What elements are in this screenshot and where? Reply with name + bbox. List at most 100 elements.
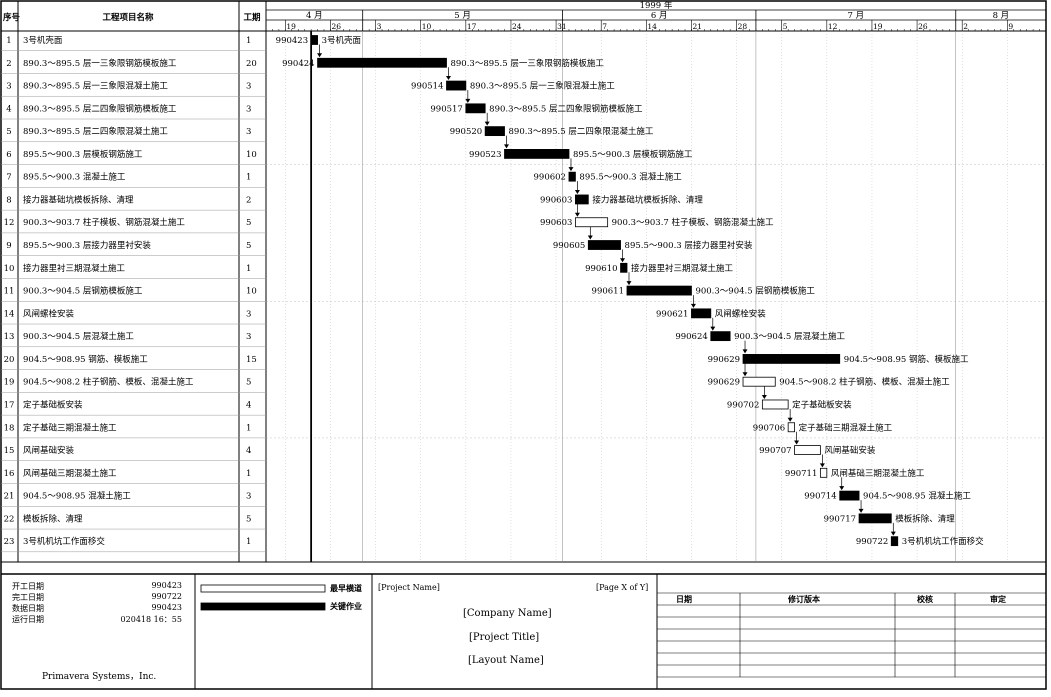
week-tick-label-4: 17 xyxy=(467,22,477,31)
footer-data-date: 数据日期 990423 xyxy=(12,603,182,614)
critical-bar xyxy=(317,57,447,68)
bar-start-label: 990717 xyxy=(824,514,856,524)
week-tick-label-8: 14 xyxy=(647,22,657,31)
bar-start-label: 990624 xyxy=(675,332,707,342)
year-label: 1999 年 xyxy=(640,0,673,11)
bar-start-label: 990517 xyxy=(430,104,462,114)
dependency-arrow xyxy=(710,326,716,331)
critical-bar xyxy=(620,262,628,273)
bar-start-label: 990603 xyxy=(540,195,572,205)
bar-start-label: 990611 xyxy=(592,287,624,297)
critical-bar xyxy=(890,536,899,547)
run-date-label: 运行日期 xyxy=(12,615,44,624)
dependency-arrow xyxy=(574,189,580,194)
task-duration: 1 xyxy=(246,537,251,547)
dependency-arrow xyxy=(787,417,793,422)
dependency-arrow xyxy=(620,258,626,263)
run-date-value: 020418 16：55 xyxy=(120,615,182,624)
legend-float-label: 最早横道 xyxy=(330,583,362,593)
task-name: 895.5～900.3 层模板钢筋施工 xyxy=(23,149,143,160)
dependency-arrow xyxy=(574,212,580,217)
task-name: 890.3～895.5 层二四象限钢筋模板施工 xyxy=(23,103,177,114)
task-duration: 5 xyxy=(246,241,251,251)
task-name: 890.3～895.5 层一三象限混凝土施工 xyxy=(23,81,168,92)
dependency-arrow xyxy=(445,76,451,81)
bar-task-label: 接力器基础坑模板拆除、清理 xyxy=(592,194,703,205)
dependency-arrow xyxy=(317,53,323,58)
task-seq: 2 xyxy=(6,59,11,69)
task-duration: 2 xyxy=(246,195,251,205)
critical-bar xyxy=(587,240,621,250)
dependency-arrow xyxy=(839,486,845,491)
week-tick-label-11: 5 xyxy=(783,22,788,31)
dependency-arrow xyxy=(465,98,471,103)
task-name: 接力器基础坑模板拆除、清理 xyxy=(23,194,134,205)
task-name: 定子基础三期混凝土施工 xyxy=(23,422,117,433)
dependency-arrow xyxy=(484,121,490,126)
week-tick-label-3: 10 xyxy=(422,22,432,31)
dependency-arrow xyxy=(858,508,864,513)
task-duration: 15 xyxy=(246,355,257,365)
legend-critical-label: 关键作业 xyxy=(330,601,362,611)
bar-task-label: 890.3～895.5 层二四象限混凝土施工 xyxy=(509,126,654,137)
task-seq: 16 xyxy=(4,469,15,479)
task-duration: 1 xyxy=(246,469,251,479)
task-seq: 9 xyxy=(6,241,11,251)
task-seq: 19 xyxy=(4,378,15,388)
bar-task-label: 895.5～900.3 层接力器里衬安装 xyxy=(625,240,753,251)
week-tick-label-1: 26 xyxy=(331,22,341,31)
dependency-arrow xyxy=(568,167,574,172)
task-duration: 1 xyxy=(246,264,251,274)
task-duration: 3 xyxy=(246,82,251,92)
bar-task-label: 3号机壳面 xyxy=(322,35,362,46)
task-duration: 5 xyxy=(246,514,251,524)
task-seq: 7 xyxy=(6,173,11,183)
float-bar xyxy=(761,399,789,410)
rev-col-version: 修订版本 xyxy=(788,594,820,604)
week-tick-label-7: 7 xyxy=(602,22,607,31)
finish-date-label: 完工日期 xyxy=(12,593,44,602)
task-name: 890.3～895.5 层一三象限钢筋模板施工 xyxy=(23,58,177,69)
col-name-header: 工程项目名称 xyxy=(102,12,154,23)
critical-bar xyxy=(465,103,486,114)
start-date-label: 开工日期 xyxy=(12,582,44,591)
bar-start-label: 990707 xyxy=(759,446,791,456)
bar-start-label: 990629 xyxy=(708,355,740,365)
bar-start-label: 990706 xyxy=(753,423,785,433)
task-seq: 3 xyxy=(6,82,11,92)
task-seq: 23 xyxy=(4,537,15,547)
task-name: 定子基础板安装 xyxy=(23,399,83,410)
task-duration: 3 xyxy=(246,104,251,114)
bar-start-label: 990602 xyxy=(534,173,566,183)
task-name: 904.5～908.2 柱子钢筋、模板、混凝土施工 xyxy=(23,377,194,388)
task-seq: 13 xyxy=(4,332,15,342)
bar-start-label: 990711 xyxy=(785,469,817,479)
task-name: 接力器里衬三期混凝土施工 xyxy=(23,263,126,274)
bar-start-label: 990523 xyxy=(469,150,501,160)
start-date-value: 990423 xyxy=(151,581,182,590)
critical-bar xyxy=(504,148,570,159)
bar-task-label: 895.5～900.3 层模板钢筋施工 xyxy=(573,149,693,160)
task-name: 3号机机坑工作面移交 xyxy=(23,536,105,547)
bar-task-label: 风闸基础三期混凝土施工 xyxy=(831,468,925,479)
task-seq: 6 xyxy=(6,150,11,160)
bar-start-label: 990605 xyxy=(553,241,585,251)
float-bar xyxy=(742,376,776,387)
week-tick-label-0: 19 xyxy=(286,22,296,31)
task-seq: 5 xyxy=(6,127,11,137)
task-duration: 3 xyxy=(246,127,251,137)
dependency-arrow xyxy=(794,440,800,445)
task-duration: 10 xyxy=(246,150,257,160)
task-seq: 18 xyxy=(4,423,15,433)
dependency-arrow xyxy=(504,144,510,149)
bar-task-label: 904.5～908.2 柱子钢筋、模板、混凝土施工 xyxy=(779,377,950,388)
task-duration: 5 xyxy=(246,378,251,388)
data-date-label: 数据日期 xyxy=(12,604,44,613)
bar-start-label: 990520 xyxy=(450,127,482,137)
task-duration: 4 xyxy=(246,446,251,456)
critical-bar xyxy=(446,80,467,91)
month-label-1: 5 月 xyxy=(454,11,471,21)
bar-start-label: 990702 xyxy=(727,400,759,410)
week-tick-label-12: 12 xyxy=(828,22,838,31)
